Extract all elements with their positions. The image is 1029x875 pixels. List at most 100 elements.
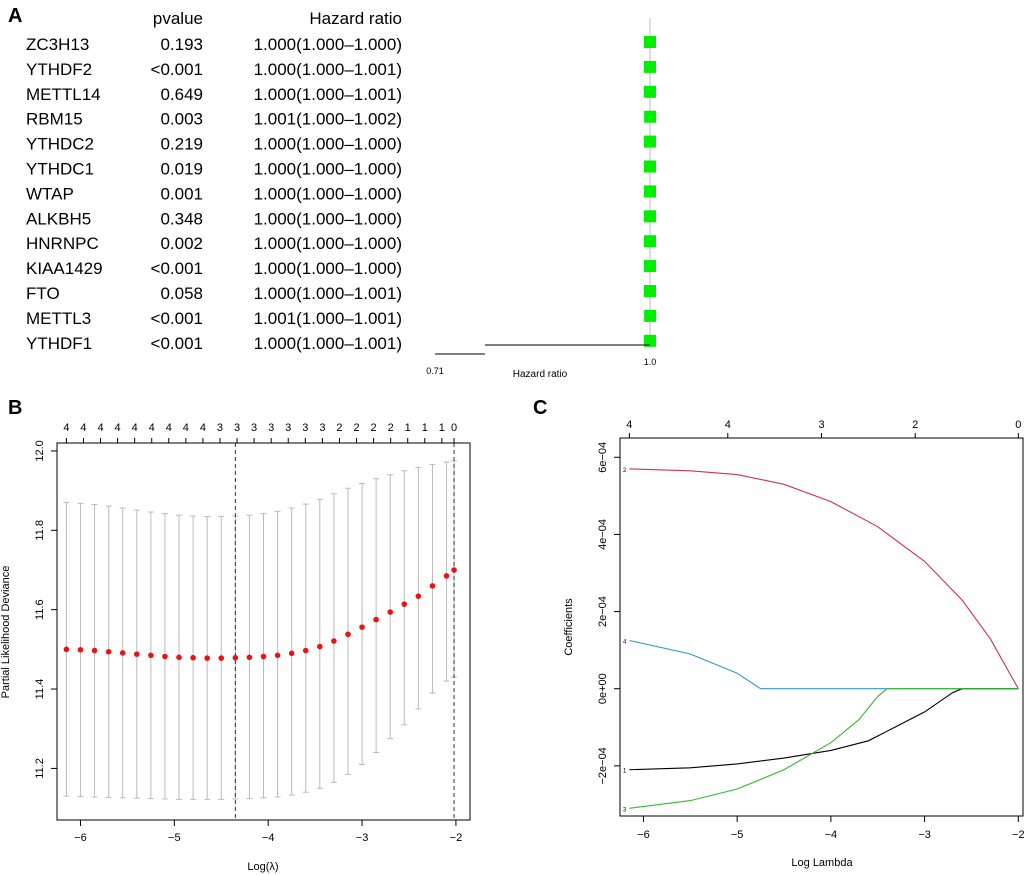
coef-y-axis-title: Coefficients [563,598,575,656]
pvalue-cell: 0.001 [160,184,203,203]
hazard-ratio-cell: 1.000(1.000–1.000) [254,160,402,179]
gene-label: ZC3H13 [26,35,89,54]
x-tick-label: −2 [450,832,463,844]
hazard-ratio-cell: 1.001(1.000–1.002) [254,110,402,129]
top-axis-label: 2 [336,422,342,434]
cv-deviance-content: −6 −5 −4 −3 −211.211.411.611.812.04 4 4 4 4 4 4 4 4 3… [34,422,462,844]
x-tick-label: −3 [356,832,369,844]
series-label: 1 [623,769,627,775]
coefficient-path-plot: 2 4 1 3 −6 −5 −4 −3 −2 −2e−04 0e+00 2e−04 4e−04 6e−04… [563,419,1025,869]
gene-label: METTL3 [26,309,91,328]
deviance-point [190,654,196,661]
x-tick-label: −5 [168,832,181,844]
hazard-ratio-marker [644,160,656,173]
y-tick-label: 11.6 [34,599,46,620]
coefficient-path-1 [629,688,1019,771]
top-axis-label: 4 [166,422,172,434]
hazard-ratio-marker [644,334,656,347]
coefficient-path-2 [629,468,1019,689]
deviance-point [302,647,309,654]
y-tick-label: 6e−04 [597,442,609,473]
top-axis-label: 4 [149,422,155,434]
top-axis-label: 3 [251,422,257,434]
deviance-point [331,638,337,644]
forest-x-axis-title: Hazard ratio [513,369,568,380]
deviance-point [119,650,126,656]
gene-label: RBM15 [26,110,83,129]
top-axis-label: 4 [80,422,86,434]
deviance-point [260,653,267,660]
coef-x-axis-title: Log Lambda [791,857,853,869]
forest-markers [644,36,657,347]
coefficient-path-4 [629,639,1019,690]
gene-label: YTHDC2 [26,135,94,154]
hazard-ratio-cell: 1.000(1.000–1.001) [254,85,402,104]
x-tick-label: −2 [1012,829,1025,841]
deviance-point [105,648,112,655]
panel-label-c: C [533,397,547,419]
hazard-ratio-marker [644,135,656,148]
x-tick-label: −6 [74,832,87,844]
deviance-point [204,655,210,661]
top-axis-label: 4 [725,419,731,431]
pvalue-cell: 0.058 [160,284,203,303]
top-axis-label: 2 [388,422,394,434]
y-tick-label: 2e−04 [597,596,609,627]
hazard-ratio-cell: 1.000(1.000–1.000) [254,259,402,278]
top-axis-label: 4 [183,422,189,434]
gene-label: FTO [26,284,60,303]
deviance-point [246,654,253,661]
hazard-ratio-header: Hazard ratio [309,9,402,28]
y-tick-label: 0e+00 [597,673,609,704]
hazard-ratio-cell: 1.000(1.000–1.000) [254,234,402,253]
hazard-ratio-cell: 1.000(1.000–1.000) [254,135,402,154]
series-label: 4 [623,640,627,646]
forest-plot: pvalue Hazard ratio ZC3H13 0.193 1.000(1.0… [26,9,656,380]
hazard-ratio-marker [644,235,656,248]
hazard-ratio-marker [644,85,656,98]
hazard-ratio-marker [644,60,656,73]
deviance-point [176,654,182,661]
hazard-ratio-marker [644,36,656,48]
top-axis-label: 4 [200,422,206,434]
deviance-point [345,631,351,638]
coefficient-path-content: 2 4 1 3 −6 −5 −4 −3 −2 −2e−04 0e+00 2e−04 4e−04 6e−04… [597,419,1025,841]
top-axis-label: 2 [371,422,377,434]
top-axis-label: 2 [353,422,359,434]
gene-label: WTAP [26,184,74,203]
y-tick-label: −2e−04 [597,747,609,784]
x-tick-label: −6 [637,829,650,841]
pvalue-cell: 0.193 [160,35,203,54]
series-label: 3 [623,807,627,813]
x-tick-label: −3 [918,829,931,841]
deviance-point [63,646,70,653]
deviance-point [387,609,394,615]
gene-label: YTHDC1 [26,160,94,179]
pvalue-cell: <0.001 [151,259,203,278]
pvalue-cell: 0.019 [160,160,203,179]
top-axis-label: 2 [912,419,918,431]
coef-plot-frame [619,437,1024,817]
hazard-ratio-cell: 1.000(1.000–1.001) [254,334,402,353]
top-axis-label: 4 [115,422,121,434]
x-tick-label: −4 [262,832,275,844]
hazard-ratio-marker [644,185,656,198]
hazard-ratio-marker [644,260,656,273]
top-axis-label: 3 [234,422,240,434]
top-axis-label: 3 [268,422,274,434]
top-axis-label: 4 [626,419,632,431]
hazard-ratio-cell: 1.000(1.000–1.001) [254,60,402,79]
top-axis-label: 4 [132,422,138,434]
cv-x-axis-title: Log(λ) [247,861,278,873]
forest-tick-label-low: 0.71 [426,366,444,376]
top-axis-label: 1 [405,422,411,434]
gene-label: YTHDF1 [26,334,92,353]
top-axis-label: 3 [818,419,824,431]
x-tick-label: −4 [825,829,838,841]
deviance-point [274,652,281,659]
top-axis-label: 3 [319,422,325,434]
gene-label: HNRNPC [26,234,99,253]
gene-label: ALKBH5 [26,209,91,228]
pvalue-cell: <0.001 [151,334,203,353]
